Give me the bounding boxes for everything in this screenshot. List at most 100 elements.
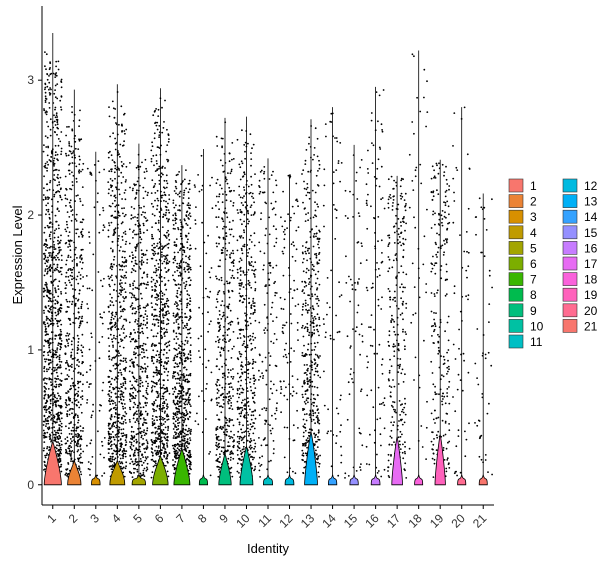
data-point bbox=[48, 197, 50, 199]
data-point bbox=[57, 224, 60, 227]
data-point bbox=[183, 439, 186, 442]
data-point bbox=[77, 416, 79, 419]
data-point bbox=[71, 401, 74, 404]
data-point bbox=[156, 392, 159, 395]
data-point bbox=[141, 357, 144, 359]
data-point bbox=[218, 195, 221, 198]
data-point bbox=[237, 212, 240, 214]
data-point bbox=[164, 437, 167, 440]
data-point bbox=[49, 402, 52, 405]
data-point bbox=[176, 355, 179, 358]
data-point bbox=[110, 221, 113, 224]
data-point bbox=[153, 246, 155, 249]
data-point bbox=[173, 402, 176, 405]
data-point bbox=[142, 254, 145, 257]
data-point bbox=[143, 442, 145, 445]
data-point bbox=[186, 290, 189, 292]
data-point bbox=[228, 417, 231, 420]
data-point bbox=[243, 171, 246, 174]
data-point bbox=[58, 444, 61, 447]
data-point bbox=[113, 387, 116, 390]
data-point bbox=[117, 350, 120, 352]
data-point bbox=[215, 306, 218, 309]
data-point bbox=[156, 430, 158, 433]
data-point bbox=[160, 275, 163, 278]
data-point bbox=[185, 187, 188, 190]
data-point bbox=[176, 262, 179, 265]
data-point bbox=[75, 213, 78, 216]
data-point bbox=[238, 393, 241, 396]
data-point bbox=[140, 410, 142, 413]
data-point bbox=[172, 261, 175, 264]
data-point bbox=[157, 319, 160, 322]
data-point bbox=[140, 460, 143, 463]
data-point bbox=[79, 322, 82, 325]
data-point bbox=[183, 398, 185, 400]
data-point bbox=[65, 450, 68, 453]
data-point bbox=[153, 324, 156, 327]
data-point bbox=[162, 365, 165, 368]
data-point bbox=[180, 445, 182, 448]
data-point bbox=[121, 164, 123, 167]
data-point bbox=[168, 349, 171, 352]
data-point bbox=[145, 469, 148, 472]
data-point bbox=[186, 241, 189, 244]
data-point bbox=[252, 302, 255, 304]
data-point bbox=[145, 447, 148, 450]
data-point bbox=[68, 433, 71, 435]
data-point bbox=[55, 400, 58, 403]
data-point bbox=[179, 440, 182, 443]
data-point bbox=[56, 121, 59, 124]
data-point bbox=[138, 304, 141, 307]
data-point bbox=[56, 133, 58, 136]
data-point bbox=[132, 254, 134, 256]
data-point bbox=[173, 206, 176, 209]
data-point bbox=[133, 435, 136, 438]
data-point bbox=[136, 287, 139, 290]
data-point bbox=[242, 175, 245, 178]
data-point bbox=[172, 258, 175, 260]
data-point bbox=[43, 109, 46, 112]
data-point bbox=[154, 265, 156, 267]
data-point bbox=[236, 449, 239, 452]
data-point bbox=[183, 437, 186, 440]
data-point bbox=[229, 269, 231, 271]
data-point bbox=[168, 260, 171, 263]
data-point bbox=[54, 248, 57, 250]
data-point bbox=[43, 187, 45, 190]
data-point bbox=[121, 239, 124, 241]
data-point bbox=[216, 277, 218, 280]
data-point bbox=[166, 182, 169, 185]
data-point bbox=[129, 471, 131, 474]
data-point bbox=[184, 400, 187, 403]
data-point bbox=[69, 442, 72, 444]
data-point bbox=[241, 129, 243, 132]
data-point bbox=[166, 433, 169, 435]
data-point bbox=[120, 443, 123, 445]
data-point bbox=[221, 300, 224, 302]
data-point bbox=[53, 246, 56, 249]
data-point bbox=[228, 221, 231, 224]
data-point bbox=[112, 386, 114, 389]
data-point bbox=[185, 280, 188, 283]
data-point bbox=[179, 379, 181, 381]
data-point bbox=[158, 174, 160, 177]
data-point bbox=[154, 289, 157, 292]
data-point bbox=[68, 333, 71, 335]
data-point bbox=[236, 470, 239, 473]
data-point bbox=[42, 429, 45, 432]
data-point bbox=[99, 313, 101, 315]
data-point bbox=[134, 340, 136, 343]
data-point bbox=[166, 259, 169, 261]
data-point bbox=[253, 232, 256, 235]
data-point bbox=[178, 392, 180, 395]
data-point bbox=[154, 192, 157, 194]
data-point bbox=[68, 201, 71, 204]
data-point bbox=[232, 457, 235, 460]
data-point bbox=[166, 403, 169, 406]
data-point bbox=[187, 388, 190, 390]
data-point bbox=[108, 423, 110, 426]
data-point bbox=[182, 424, 185, 427]
data-point bbox=[128, 228, 131, 231]
data-point bbox=[71, 260, 74, 262]
